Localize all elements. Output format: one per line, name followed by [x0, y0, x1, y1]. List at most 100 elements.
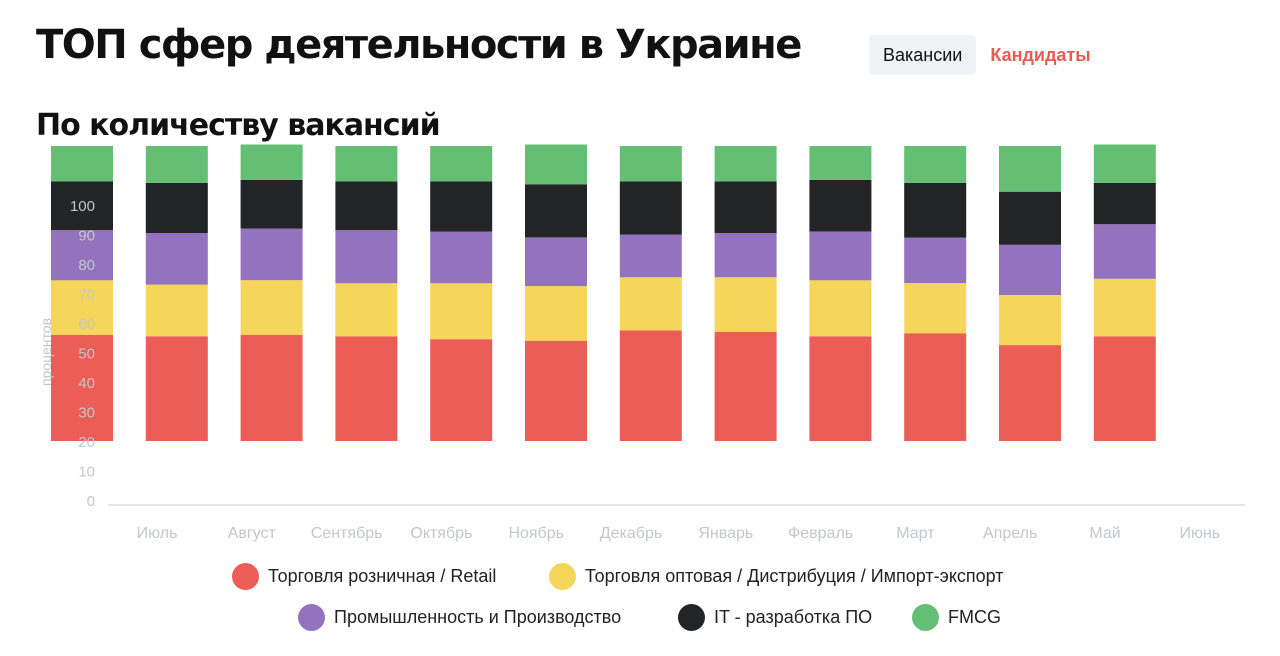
page-title: ТОП сфер деятельности в Украине [36, 22, 802, 68]
bar-segment-wholesale-2 [145, 284, 208, 337]
y-tick-label-50: 50 [78, 346, 95, 363]
bar-segment-retail-10 [904, 333, 967, 441]
bar-segment-fmcg-11 [999, 146, 1061, 192]
x-tick-label-12: Июнь [1179, 525, 1220, 542]
bar-segment-retail-2 [145, 336, 208, 441]
bar-segment-retail-7 [619, 330, 682, 441]
y-tick-label-90: 90 [78, 228, 95, 245]
bar-segment-fmcg-3 [240, 144, 303, 180]
bar-segment-fmcg-2 [145, 146, 208, 183]
bar-segment-it-8 [714, 181, 777, 233]
bar-segment-wholesale-12 [1093, 278, 1156, 337]
bar-segment-industry-11 [999, 244, 1061, 295]
bar-segment-industry-12 [1093, 224, 1156, 279]
bar-segment-wholesale-10 [904, 283, 967, 334]
x-tick-label-5: Ноябрь [508, 525, 564, 542]
bar-segment-wholesale-1 [51, 280, 113, 335]
bar-segment-wholesale-4 [335, 283, 398, 337]
bar-segment-wholesale-11 [999, 295, 1061, 346]
bar-segment-retail-9 [809, 336, 872, 441]
x-tick-label-11: Май [1089, 525, 1120, 542]
bar-segment-fmcg-5 [430, 146, 493, 182]
legend-label-it: IT - разработка ПО [714, 607, 873, 627]
bar-segment-industry-1 [51, 230, 113, 281]
bar-segment-it-5 [430, 181, 493, 232]
y-tick-label-0: 0 [87, 493, 95, 510]
bar-segment-it-9 [809, 179, 872, 232]
legend-dot-fmcg [912, 604, 939, 631]
legend-label-industry: Промышленность и Производство [334, 607, 622, 627]
x-tick-label-8: Февраль [788, 525, 853, 542]
bar-segment-fmcg-4 [335, 146, 398, 182]
y-tick-label-30: 30 [78, 405, 95, 422]
bar-segment-wholesale-6 [525, 286, 587, 341]
legend-dot-wholesale [549, 563, 576, 590]
x-tick-label-6: Декабрь [600, 525, 662, 542]
chart-subtitle: По количеству вакансий [36, 108, 441, 143]
bar-segment-industry-3 [240, 228, 303, 281]
bar-segment-it-2 [145, 182, 208, 233]
bar-segment-it-4 [335, 181, 398, 231]
y-axis: 0 10 20 30 40 50 60 70 80 90 100 процентов [38, 198, 95, 510]
x-tick-label-1: Июль [137, 525, 178, 542]
y-tick-label-80: 80 [78, 257, 95, 274]
bar-segment-fmcg-10 [904, 146, 967, 183]
bar-segment-wholesale-7 [619, 277, 682, 331]
bar-segment-it-12 [1093, 182, 1156, 225]
bar-segment-industry-5 [430, 231, 493, 284]
y-tick-label-20: 20 [78, 434, 95, 451]
y-tick-label-10: 10 [78, 464, 95, 481]
bar-segment-it-10 [904, 182, 967, 238]
bar-segment-it-11 [999, 191, 1061, 245]
legend-label-wholesale: Торговля оптовая / Дистрибуция / Импорт-… [585, 566, 1004, 586]
tab-vacancies[interactable]: Вакансии [869, 35, 977, 75]
bar-segment-industry-4 [335, 230, 398, 284]
bar-segment-fmcg-1 [51, 146, 113, 182]
legend-label-retail: Торговля розничная / Retail [268, 566, 497, 586]
bar-segment-retail-8 [714, 331, 777, 441]
y-tick-label-70: 70 [78, 287, 95, 304]
x-axis: Июль Август Сентябрь Октябрь Ноябрь Декабрь Ян… [108, 504, 1245, 542]
bar-segment-industry-9 [809, 231, 872, 281]
bar-segment-it-6 [525, 184, 587, 238]
bar-segment-fmcg-12 [1093, 144, 1156, 183]
bar-segment-industry-2 [145, 233, 208, 285]
x-tick-label-2: Август [228, 525, 277, 542]
legend-item-wholesale: Торговля оптовая / Дистрибуция / Импорт-… [549, 563, 1004, 590]
stacked-bar-chart: 0 10 20 30 40 50 60 70 80 90 100 процентов Июль Авгу… [38, 144, 1245, 542]
tab-candidates[interactable]: Кандидаты [990, 44, 1091, 65]
bar-segment-wholesale-9 [809, 280, 872, 337]
y-tick-label-100: 100 [70, 198, 95, 215]
legend-dot-it [678, 604, 705, 631]
legend-label-fmcg: FMCG [948, 607, 1001, 627]
bar-segment-fmcg-9 [809, 146, 872, 180]
bar-segment-fmcg-8 [714, 146, 777, 182]
bar-segment-industry-10 [904, 237, 967, 284]
bar-segment-retail-11 [999, 345, 1061, 441]
bars-layer [51, 144, 1156, 441]
bar-segment-wholesale-5 [430, 283, 493, 340]
bar-segment-retail-5 [430, 339, 493, 441]
x-tick-label-9: Март [896, 525, 935, 542]
bar-segment-wholesale-3 [240, 280, 303, 335]
bar-segment-fmcg-7 [619, 146, 682, 182]
view-tabs: Вакансии Кандидаты [869, 35, 1091, 75]
legend-item-it: IT - разработка ПО [678, 604, 872, 631]
bar-segment-retail-12 [1093, 336, 1156, 441]
bar-segment-it-3 [240, 179, 303, 229]
bar-segment-retail-1 [51, 334, 113, 441]
bar-segment-industry-7 [619, 234, 682, 278]
legend-item-retail: Торговля розничная / Retail [232, 563, 496, 590]
x-tick-label-4: Октябрь [410, 525, 472, 542]
bar-segment-wholesale-8 [714, 277, 777, 332]
y-axis-label: процентов [38, 318, 54, 386]
bar-segment-it-1 [51, 181, 113, 231]
x-tick-label-3: Сентябрь [311, 525, 383, 542]
y-tick-label-60: 60 [78, 316, 95, 333]
x-tick-label-10: Апрель [983, 525, 1037, 542]
y-tick-label-40: 40 [78, 375, 95, 392]
x-tick-label-7: Январь [698, 525, 753, 542]
legend-item-industry: Промышленность и Производство [298, 604, 621, 631]
bar-segment-it-7 [619, 181, 682, 235]
legend-dot-industry [298, 604, 325, 631]
